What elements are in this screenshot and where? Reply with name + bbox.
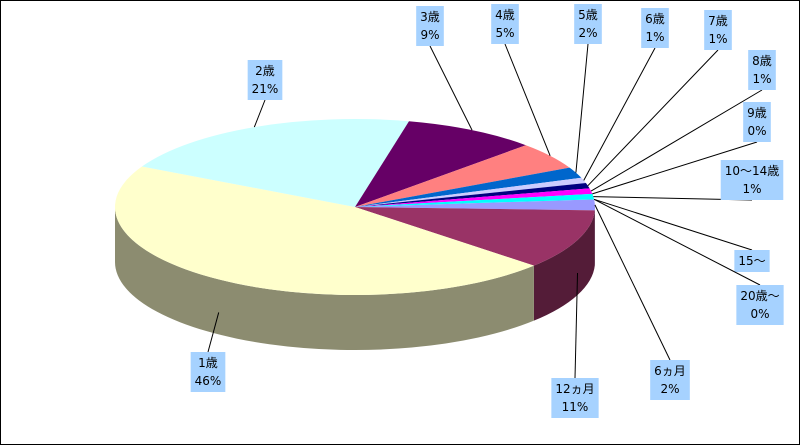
slice — [355, 199, 595, 211]
slice — [355, 121, 526, 207]
label-value: 1% — [752, 72, 771, 86]
label-value: 21% — [252, 82, 279, 96]
label-name: 15〜 — [738, 254, 765, 268]
slice-side — [533, 210, 595, 321]
leader-line — [594, 204, 671, 361]
label-value: 2% — [660, 382, 679, 396]
data-label: 8歳1% — [590, 50, 776, 192]
slice — [355, 193, 595, 207]
leader-line — [504, 43, 551, 156]
label-name: 6歳 — [645, 12, 665, 26]
label-box — [491, 4, 519, 44]
slice — [141, 118, 409, 207]
leader-line — [253, 99, 266, 128]
data-label: 7歳 1% — [587, 10, 732, 187]
leader-line — [587, 49, 719, 187]
label-box — [190, 352, 226, 392]
label-name: 7歳 — [708, 14, 728, 28]
label-value: 11% — [562, 400, 589, 414]
pie-sides — [115, 207, 595, 350]
data-label: 10〜14歳 1% — [593, 160, 784, 201]
slice — [114, 166, 534, 295]
label-box — [247, 60, 283, 100]
label-value: 2% — [578, 26, 597, 40]
leader-line — [429, 45, 473, 131]
label-name: 12ヵ月 — [555, 382, 594, 396]
label-box — [743, 102, 771, 142]
label-value: 1% — [742, 182, 761, 196]
label-value: 1% — [645, 30, 664, 44]
label-name: 2歳 — [255, 64, 275, 78]
leader-line — [592, 141, 758, 195]
label-name: 1歳 — [198, 356, 218, 370]
label-name: 3歳 — [420, 10, 440, 24]
label-box — [551, 378, 599, 418]
label-box — [736, 285, 784, 325]
label-box — [720, 160, 784, 200]
label-name: 6ヵ月 — [654, 364, 686, 378]
label-box — [641, 8, 669, 48]
slice — [355, 145, 570, 207]
leader-line — [593, 198, 761, 286]
label-value: 0% — [750, 307, 769, 321]
data-label: 4歳5% — [491, 4, 551, 156]
label-name: 9歳 — [747, 106, 767, 120]
leader-line — [574, 272, 579, 379]
label-value: 46% — [195, 374, 222, 388]
label-box — [416, 6, 444, 46]
label-box — [704, 10, 732, 50]
leader-line — [590, 89, 763, 192]
label-box — [650, 360, 690, 400]
label-value: 5% — [495, 26, 514, 40]
label-value: 1% — [708, 32, 727, 46]
leader-line — [575, 43, 589, 173]
leader-line — [207, 312, 220, 353]
data-label: 20歳〜 0% — [593, 198, 784, 325]
label-box — [574, 4, 602, 44]
label-name: 5歳 — [578, 8, 598, 22]
data-label: 12ヵ月 11% — [551, 272, 599, 418]
slice — [355, 177, 586, 207]
label-box — [734, 250, 770, 272]
label-box — [748, 50, 776, 90]
label-value: 0% — [747, 124, 766, 138]
leader-line — [593, 198, 753, 251]
slice — [355, 183, 590, 207]
slice — [355, 188, 593, 207]
label-value: 9% — [420, 28, 439, 42]
slice-side — [115, 207, 534, 350]
data-label: 3歳9% — [416, 6, 473, 131]
slice — [355, 167, 582, 207]
data-label: 15〜 — [593, 198, 770, 272]
pie-tops — [114, 118, 595, 295]
label-name: 20歳〜 — [740, 289, 779, 303]
leader-line — [583, 47, 656, 181]
slice — [355, 207, 595, 266]
data-label: 5歳2% — [574, 4, 602, 173]
label-name: 4歳 — [495, 8, 515, 22]
label-name: 8歳 — [752, 54, 772, 68]
data-label: 9歳0% — [592, 102, 771, 195]
label-name: 10〜14歳 — [725, 164, 780, 178]
data-label: 6歳1% — [583, 8, 669, 181]
